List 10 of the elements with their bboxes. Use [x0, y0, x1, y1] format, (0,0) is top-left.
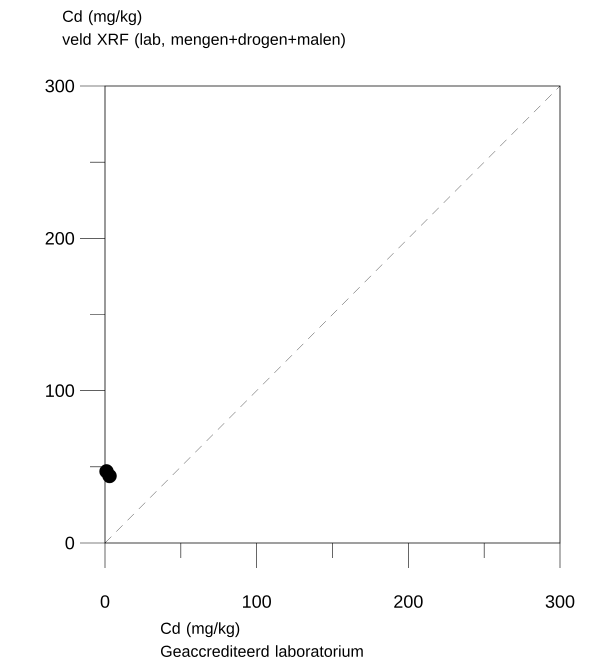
y-tick-label: 100	[46, 384, 74, 398]
y-tick-label: 0	[65, 536, 74, 550]
x-axis-title: Cd (mg/kg) Geaccrediteerd laboratorium	[161, 622, 363, 657]
x-tick-label: 0	[100, 595, 110, 608]
y-tick-label: 300	[45, 80, 74, 92]
y-tick-label: 200	[46, 232, 74, 245]
x-tick-label: 100	[243, 595, 271, 608]
x-tick-label: 200	[394, 595, 423, 608]
x-tick-label: 300	[546, 595, 574, 608]
y-axis-title: Cd (mg/kg) veld XRF (lab, mengen+drogen+malen)	[62, 10, 345, 48]
